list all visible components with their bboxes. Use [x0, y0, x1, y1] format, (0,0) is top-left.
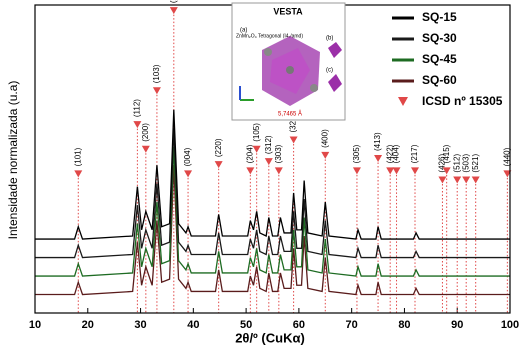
legend-label: ICSD nº 15305	[422, 94, 503, 108]
reference-marker	[472, 177, 480, 184]
chart: Intensidade normalizada (u.a) 2θ/º (CuKα…	[0, 0, 520, 347]
reference-label: (312)	[264, 135, 273, 154]
data-line	[35, 110, 510, 239]
reference-label: (404)	[392, 144, 401, 163]
inset-title: VESTA	[273, 6, 303, 16]
reference-marker	[290, 137, 298, 144]
reference-label: (211)	[169, 0, 178, 3]
reference-marker	[438, 177, 446, 184]
x-axis-label: 2θ/º (CuKα)	[235, 330, 305, 345]
inset-atom	[310, 84, 318, 92]
reference-marker	[215, 161, 223, 168]
reference-marker	[265, 158, 273, 165]
x-tick-label: 80	[398, 319, 410, 331]
reference-label: (112)	[132, 99, 141, 117]
inset-panel: (b)	[326, 36, 333, 42]
x-tick-label: 10	[29, 319, 41, 331]
reference-marker	[462, 177, 470, 184]
reference-marker	[386, 167, 394, 174]
reference-marker	[374, 155, 382, 162]
x-tick-label: 100	[501, 319, 519, 331]
reference-label: (303)	[274, 144, 283, 163]
reference-label: (105)	[252, 123, 261, 142]
reference-label: (305)	[352, 144, 361, 163]
legend-label: SQ-60	[422, 73, 457, 87]
reference-marker	[184, 170, 192, 177]
reference-marker	[246, 167, 254, 174]
reference-marker	[153, 87, 161, 94]
inset-atom	[264, 48, 272, 56]
x-tick-label: 40	[187, 319, 199, 331]
inset-dimension: 5,7465 Å	[278, 111, 302, 118]
reference-marker	[275, 167, 283, 174]
reference-label: (413)	[373, 132, 382, 151]
x-tick-label: 30	[134, 319, 146, 331]
reference-label: (004)	[183, 147, 192, 166]
legend-swatch	[398, 97, 408, 106]
inset-panel: (a)	[240, 28, 247, 34]
inset-panel: (c)	[326, 68, 333, 74]
reference-label: (512)	[452, 154, 461, 173]
reference-marker	[142, 146, 150, 153]
reference-marker	[321, 152, 329, 159]
reference-marker	[353, 167, 361, 174]
legend-label: SQ-30	[422, 31, 457, 45]
reference-label: (415)	[442, 144, 451, 163]
reference-marker	[74, 170, 82, 177]
y-axis-label: Intensidade normalizada (u.a)	[6, 81, 20, 240]
reference-label: (101)	[73, 147, 82, 166]
inset: VESTA ZnMn₂O₄ Tetragonal (I4₁/amd) (a) (…	[232, 3, 345, 120]
reference-marker	[453, 177, 461, 184]
x-tick-label: 20	[82, 319, 94, 331]
reference-marker	[411, 167, 419, 174]
reference-label: (503)	[461, 154, 470, 173]
reference-label: (220)	[214, 138, 223, 157]
reference-marker	[393, 167, 401, 174]
x-tick-label: 60	[293, 319, 305, 331]
reference-marker	[170, 7, 178, 14]
reference-label: (200)	[141, 123, 150, 142]
x-tick-label: 50	[240, 319, 252, 331]
inset-atom	[286, 66, 294, 74]
legend-label: SQ-45	[422, 52, 457, 66]
reference-label: (103)	[152, 64, 161, 83]
reference-label: (521)	[471, 154, 480, 173]
reference-label: (400)	[320, 129, 329, 148]
x-tick-label: 90	[451, 319, 463, 331]
reference-label: (204)	[245, 144, 254, 163]
legend-label: SQ-15	[422, 10, 457, 24]
x-tick-label: 70	[346, 319, 358, 331]
reference-label: (217)	[410, 144, 419, 163]
